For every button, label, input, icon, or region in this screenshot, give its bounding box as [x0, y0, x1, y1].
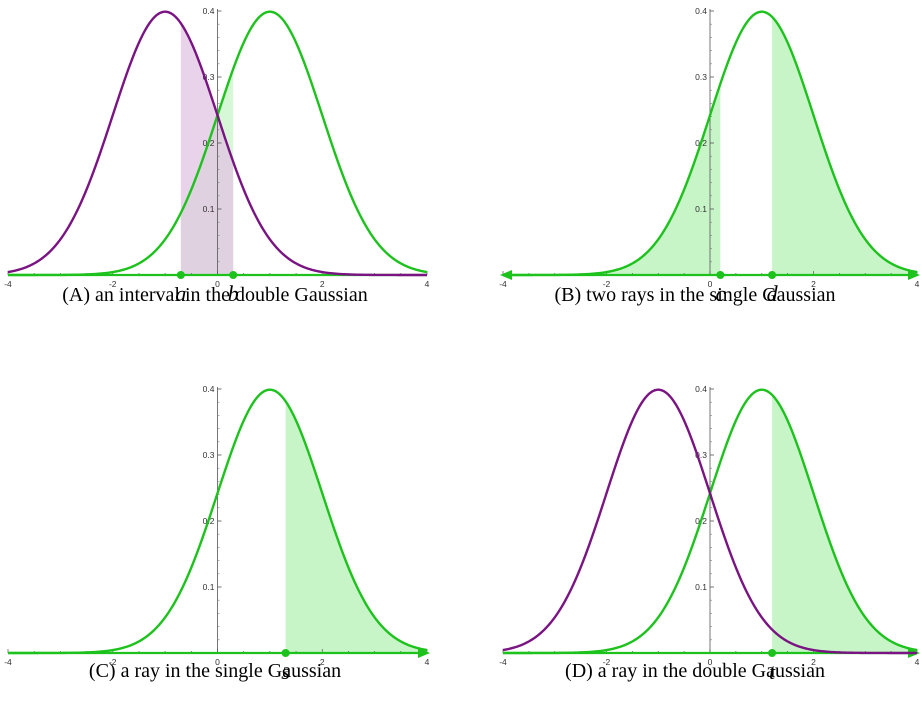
x-tick-label: 4	[425, 279, 430, 289]
point-label-a: a	[175, 281, 186, 306]
gaussian-curve-green	[503, 10, 918, 277]
x-tick-label: 2	[320, 279, 325, 289]
y-tick-label: 0.3	[203, 450, 215, 460]
y-tick-label: 0.1	[695, 204, 707, 214]
y-tick-label: 0.3	[695, 450, 707, 460]
x-tick-label: 0	[215, 657, 220, 667]
y-tick-label: 0.4	[203, 384, 215, 394]
x-tick-label: -2	[603, 657, 611, 667]
y-tick-label: 0.3	[695, 72, 707, 82]
x-tick-label: -2	[603, 279, 611, 289]
caption-a: (A) an interval in the double Gaussian	[62, 284, 368, 306]
x-tick-label: 2	[811, 279, 816, 289]
panel-a: 0.10.20.30.4-4 -2 0 2 4a b	[4, 6, 429, 306]
x-tick-label: -4	[499, 657, 507, 667]
point-t	[768, 649, 777, 657]
x-tick-label: -4	[499, 279, 507, 289]
x-tick-label: 0	[708, 657, 713, 667]
shaded-region-green-0	[772, 394, 917, 653]
x-tick-label: 0	[215, 279, 220, 289]
y-tick-label: 0.4	[203, 6, 215, 16]
x-tick-label: 0	[708, 279, 713, 289]
x-tick-label: -2	[109, 657, 117, 667]
point-b	[229, 271, 238, 279]
panel-d: 0.10.20.30.4-4 -2 0 2 4t	[499, 384, 920, 684]
gaussian-curve-purple	[502, 388, 917, 655]
y-tick-label: 0.4	[695, 6, 707, 16]
x-tick-label: 2	[320, 657, 325, 667]
y-tick-label: 0.1	[203, 582, 215, 592]
x-tick-label: -4	[4, 657, 12, 667]
point-a	[176, 271, 185, 279]
caption-d: (D) a ray in the double Gaussian	[565, 660, 825, 682]
y-tick-label: 0.4	[695, 384, 707, 394]
x-tick-label: 2	[811, 657, 816, 667]
x-tick-label: -2	[109, 279, 117, 289]
caption-b: (B) two rays in the single Gaussian	[554, 284, 836, 306]
point-label-b: b	[228, 281, 239, 306]
right-arrow-icon	[418, 648, 430, 658]
x-tick-label: -4	[4, 279, 12, 289]
gaussian-curve-green	[8, 388, 428, 655]
shaded-region-green-1	[772, 16, 917, 275]
x-tick-label: 4	[425, 657, 430, 667]
point-d	[768, 271, 777, 279]
point-s	[281, 649, 290, 657]
gaussian-curve-purple	[7, 10, 427, 277]
point-label-c: c	[715, 281, 725, 306]
right-arrow-icon	[908, 270, 920, 280]
y-tick-label: 0.1	[203, 204, 215, 214]
point-label-s: s	[281, 659, 290, 684]
point-label-t: t	[769, 659, 776, 684]
y-tick-label: 0.3	[203, 72, 215, 82]
x-tick-label: 4	[915, 657, 920, 667]
point-label-d: d	[767, 281, 779, 306]
x-tick-label: 4	[915, 279, 920, 289]
caption-c: (C) a ray in the single Gaussian	[88, 660, 342, 682]
panel-c: 0.10.20.30.4-4 -2 0 2 4s	[4, 384, 430, 684]
shaded-region-green-0	[285, 401, 427, 653]
y-tick-label: 0.1	[695, 582, 707, 592]
point-c	[716, 271, 725, 279]
panel-b: 0.10.20.30.4-4 -2 0 2 4c d	[499, 6, 920, 306]
shaded-region-green-0	[503, 83, 721, 275]
